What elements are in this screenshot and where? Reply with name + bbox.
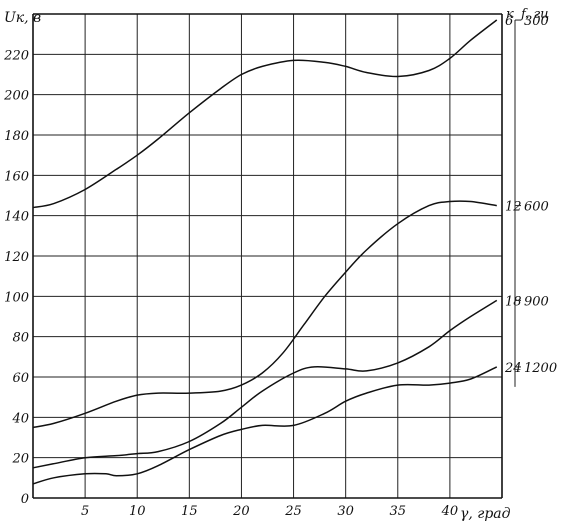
- series-label-k: 12: [505, 200, 522, 215]
- series-line-k24: [32, 366, 498, 485]
- axes: [32, 13, 503, 499]
- y-tick-label: 180: [4, 129, 29, 144]
- series-label-k: 18: [505, 294, 522, 309]
- right-axis-f-label: f, гц: [520, 7, 549, 22]
- y-tick-label: 80: [12, 331, 29, 346]
- y-tick-label: 100: [4, 290, 29, 305]
- series-line-k18: [32, 299, 498, 469]
- series-lines: [32, 19, 498, 485]
- x-tick-label: 35: [390, 504, 407, 519]
- y-tick-label: 20: [11, 452, 29, 467]
- y-tick-label: 0: [21, 492, 29, 507]
- x-tick-label: 10: [129, 504, 146, 519]
- series-label-f: 300: [524, 14, 549, 29]
- x-tick-label: 20: [232, 504, 250, 519]
- series-line-k12: [32, 200, 497, 429]
- y-axis-label: Uк, в: [4, 10, 41, 26]
- x-tick-label: 40: [441, 504, 459, 519]
- y-tick-label: 200: [3, 89, 29, 104]
- x-tick-label: 15: [181, 504, 198, 519]
- y-tick-label: 40: [11, 411, 29, 426]
- grid: [33, 14, 502, 498]
- series-label-f: 600: [524, 200, 549, 215]
- right-axis-k-label: к: [506, 7, 514, 22]
- series-line-k6: [32, 19, 498, 209]
- y-tick-label: 120: [4, 250, 29, 265]
- x-tick-label: 25: [284, 504, 302, 519]
- series-label-f: 900: [524, 294, 549, 309]
- y-tick-label: 160: [4, 169, 29, 184]
- series-label-f: 1200: [524, 361, 557, 376]
- x-tick-label: 30: [337, 504, 354, 519]
- y-tick-label: 60: [12, 371, 29, 386]
- x-axis-label: γ, град: [460, 506, 511, 522]
- series-label-k: 24: [504, 361, 522, 376]
- tick-labels: 5 10 15 20 25 30 35 40 0 20 40 60 80 100 120 140 160 180 2…: [3, 48, 458, 519]
- x-tick-label: 5: [81, 504, 89, 519]
- y-tick-label: 220: [3, 48, 29, 63]
- series-label-k: 6: [505, 14, 513, 29]
- y-tick-label: 140: [4, 210, 29, 225]
